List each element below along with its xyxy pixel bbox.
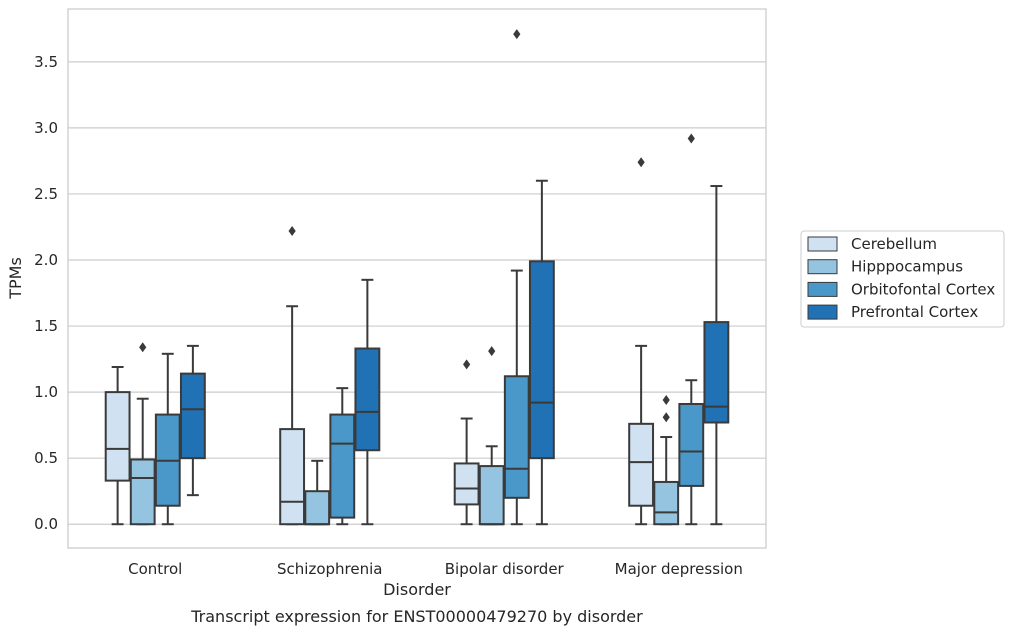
legend-swatch (807, 259, 838, 275)
box-orbitofontal-cortex-3 (678, 133, 705, 526)
legend-label: Prefrontal Cortex (851, 303, 978, 321)
box-cerebellum-3 (628, 157, 655, 526)
box-prefrontal-cortex-0 (179, 344, 206, 497)
outlier-point (687, 133, 695, 144)
legend-items: Cerebellum Hipppocampus Orbitofontal Corte… (807, 235, 995, 321)
box-body (453, 462, 480, 506)
box-body (678, 403, 705, 487)
box-body (478, 465, 505, 526)
legend: Cerebellum Hipppocampus Orbitofontal Corte… (800, 230, 1005, 328)
box-body (703, 321, 730, 424)
box-body (503, 375, 530, 499)
box-cerebellum-1 (279, 225, 306, 526)
box-hipppocampus-3 (653, 395, 680, 526)
outlier-point (139, 342, 147, 353)
outlier-point (488, 346, 496, 357)
x-axis-label: Disorder (383, 580, 451, 599)
y-tick-label: 3.0 (34, 119, 58, 137)
legend-item: Hipppocampus (807, 258, 963, 276)
y-tick-label: 0.0 (34, 515, 58, 533)
box-cerebellum-0 (104, 366, 131, 526)
x-tick-label: Control (128, 560, 182, 578)
legend-item: Prefrontal Cortex (807, 303, 978, 321)
outlier-point (288, 225, 296, 236)
y-tick-label: 3.5 (34, 53, 58, 71)
box-plot-boxes (104, 29, 730, 526)
chart-caption: Transcript expression for ENST0000047927… (190, 607, 643, 626)
legend-label: Orbitofontal Cortex (851, 280, 995, 298)
legend-swatch (807, 236, 838, 252)
legend-swatch (807, 304, 838, 320)
y-axis-label: TPMs (6, 257, 25, 300)
outlier-point (637, 157, 645, 168)
x-tick-label: Bipolar disorder (445, 560, 565, 578)
box-prefrontal-cortex-2 (528, 179, 555, 526)
legend-item: Orbitofontal Cortex (807, 280, 995, 298)
plot-area-frame (67, 8, 767, 549)
box-body (528, 260, 555, 460)
box-prefrontal-cortex-1 (354, 278, 381, 526)
box-orbitofontal-cortex-1 (329, 387, 356, 526)
box-prefrontal-cortex-3 (703, 185, 730, 526)
box-hipppocampus-1 (304, 459, 331, 526)
box-body (129, 458, 156, 526)
y-tick-labels: 0.0 0.5 1.0 1.5 2.0 2.5 3.0 3.5 (34, 53, 58, 533)
y-tick-label: 0.5 (34, 449, 58, 467)
box-body (628, 422, 655, 507)
legend-label: Hipppocampus (851, 258, 963, 276)
box-orbitofontal-cortex-0 (154, 352, 181, 526)
y-tick-label: 1.0 (34, 383, 58, 401)
box-body (179, 372, 206, 460)
legend-swatch (807, 281, 838, 297)
box-cerebellum-2 (453, 359, 480, 526)
x-tick-labels: Control Schizophrenia Bipolar disorder Majo… (128, 560, 743, 578)
box-body (304, 490, 331, 526)
box-body (279, 428, 306, 526)
legend-frame (800, 230, 1005, 328)
y-tick-label: 1.5 (34, 317, 58, 335)
box-body (104, 391, 131, 482)
y-tick-label: 2.5 (34, 185, 58, 203)
outlier-point (513, 29, 521, 40)
x-tick-label: Schizophrenia (277, 560, 382, 578)
legend-label: Cerebellum (851, 235, 937, 253)
outlier-point (662, 412, 670, 423)
outlier-point (662, 395, 670, 406)
box-body (653, 480, 680, 526)
y-tick-label: 2.0 (34, 251, 58, 269)
legend-item: Cerebellum (807, 235, 937, 253)
box-hipppocampus-2 (478, 346, 505, 526)
x-tick-label: Major depression (615, 560, 743, 578)
box-orbitofontal-cortex-2 (503, 29, 530, 526)
outlier-point (463, 359, 471, 370)
box-body (354, 347, 381, 452)
box-hipppocampus-0 (129, 342, 156, 526)
box-body (329, 413, 356, 519)
